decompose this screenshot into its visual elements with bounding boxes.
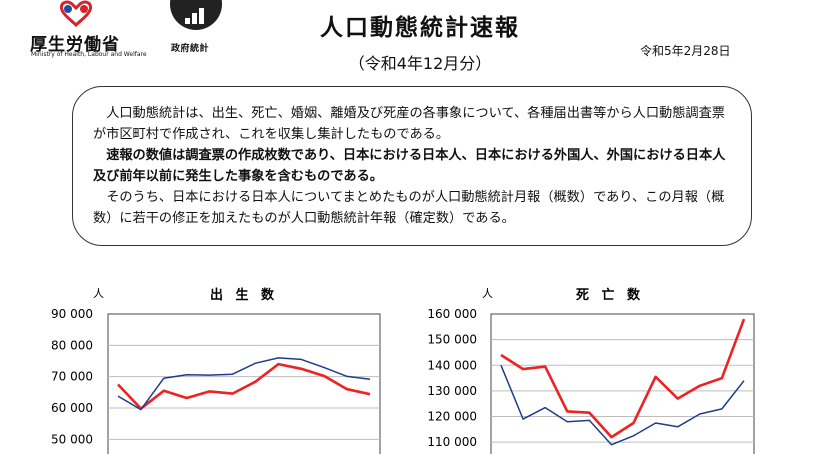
- deaths-series-line-2: [500, 365, 745, 446]
- deaths-plot-frame: [490, 313, 755, 454]
- publish-date: 令和5年2月28日: [640, 44, 731, 58]
- notice-paragraph-2: 速報の数値は調査票の作成枚数であり、日本における日本人、日本における外国人、外国…: [93, 148, 726, 184]
- deaths-y-tick-label: 110 000: [427, 435, 477, 449]
- births-plot-frame: [107, 313, 381, 454]
- notice-paragraph-1: 人口動態統計は、出生、死亡、婚姻、離婚及び死産の各事象について、各種届出書等から…: [93, 106, 725, 142]
- deaths-y-tick-label: 130 000: [427, 384, 477, 398]
- notice-box: 人口動態統計は、出生、死亡、婚姻、離婚及び死産の各事象について、各種届出書等から…: [72, 86, 752, 246]
- bar-stairs-icon: [170, 0, 222, 30]
- page-title: 人口動態統計速報: [320, 15, 520, 41]
- ministry-name: 厚生労働省: [30, 35, 120, 55]
- deaths-chart-svg: 死 亡 数 人 160 000 150 000 140 000 130 000 120 00…: [427, 287, 755, 454]
- births-series-line-1: [117, 362, 371, 410]
- notice-paragraph-3: そのうち、日本における日本人についてまとめたものが人口動態統計月報（概数）であり…: [93, 190, 725, 226]
- page-subtitle: （令和4年12月分）: [348, 54, 492, 73]
- deaths-chart: 死 亡 数 人 160 000 150 000 140 000 130 000 120 00…: [410, 280, 815, 454]
- deaths-y-tick-label: 160 000: [427, 307, 477, 321]
- deaths-y-tick-label: 120 000: [427, 410, 477, 424]
- births-y-tick-label: 90 000: [51, 307, 93, 321]
- births-y-tick-label: 50 000: [51, 432, 93, 446]
- deaths-y-tick-label: 150 000: [427, 333, 477, 347]
- deaths-series-line-1: [500, 318, 746, 439]
- births-chart-title: 出 生 数: [210, 287, 278, 303]
- stats-label: 政府統計: [171, 44, 210, 54]
- heart-figures-icon: [59, 0, 93, 28]
- births-chart-svg: 出 生 数 人90 000 80 000 70 000 60 000 50 000: [51, 287, 381, 454]
- births-y-tick-label: 70 000: [51, 370, 93, 384]
- births-unit-label: 人: [93, 287, 104, 300]
- deaths-unit-label: 人: [482, 287, 493, 300]
- births-y-tick-label: 60 000: [51, 401, 93, 415]
- deaths-y-tick-label: 140 000: [427, 358, 477, 372]
- births-chart: 出 生 数 人 90 000 80 000 70 000 60 000 50 000: [0, 280, 400, 454]
- births-series-line-2: [117, 357, 371, 411]
- ministry-english-name: Ministry of Health, Labour and Welfare: [31, 51, 147, 58]
- deaths-chart-title: 死 亡 数: [576, 287, 644, 303]
- births-y-tick-label: 80 000: [51, 338, 93, 352]
